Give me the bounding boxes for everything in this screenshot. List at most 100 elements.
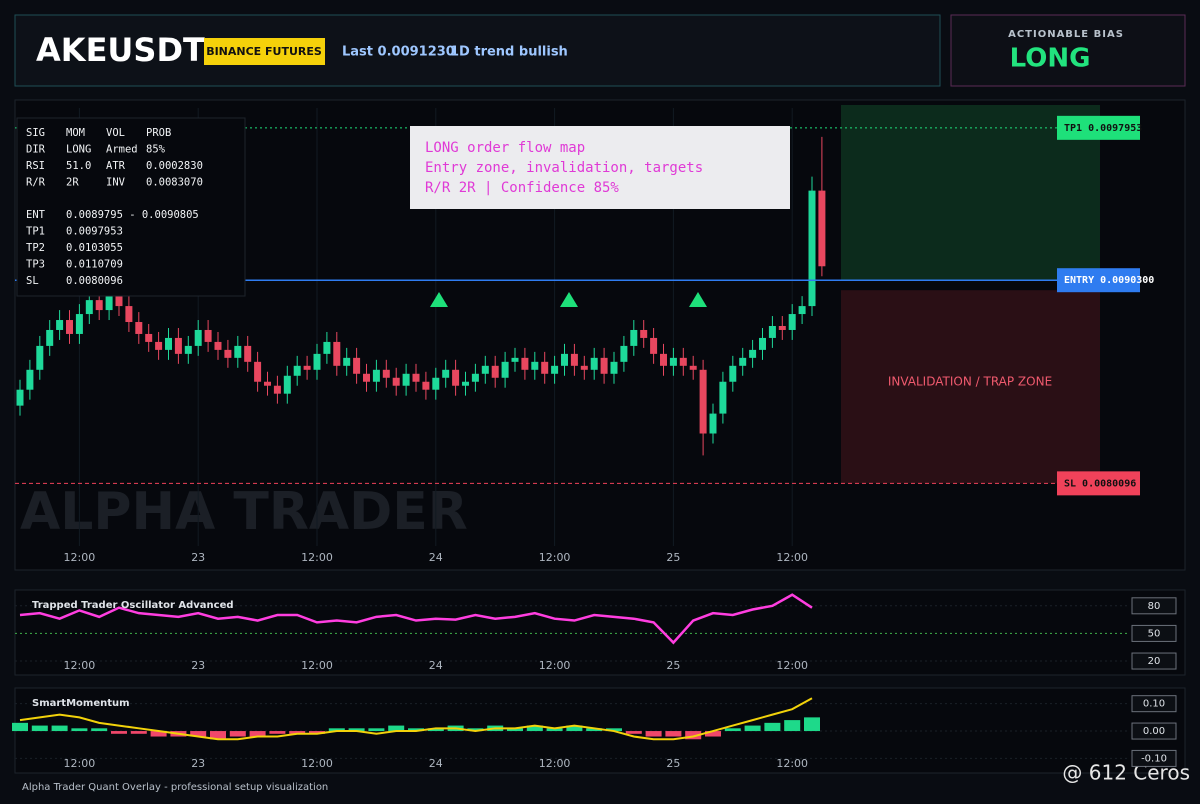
- osc-line: [19, 593, 813, 645]
- momentum-bar: [269, 731, 286, 734]
- momentum-bar: [130, 731, 147, 734]
- momentum-bar: [546, 728, 563, 732]
- candle-body: [768, 325, 776, 338]
- candle-body: [640, 329, 648, 338]
- candle-body: [313, 353, 321, 370]
- candle-body: [145, 333, 153, 342]
- candle-body: [541, 361, 549, 374]
- info-cell: SIG: [26, 127, 45, 139]
- candle-body: [630, 329, 638, 346]
- info-cell: RSI: [26, 160, 45, 172]
- candle-body: [174, 337, 182, 354]
- candle-body: [323, 341, 331, 354]
- annotation-line: Entry zone, invalidation, targets: [425, 160, 703, 176]
- momentum-bar: [309, 731, 325, 734]
- momentum-bar: [685, 731, 702, 740]
- candle-body: [392, 377, 400, 386]
- trend: 1D trend bullish: [450, 45, 568, 60]
- y-tick-label: 0.10: [1143, 699, 1165, 710]
- candle-body: [244, 345, 252, 362]
- momentum-bar: [526, 725, 543, 732]
- info-cell: TP2: [26, 242, 45, 254]
- momentum-bar: [724, 728, 741, 732]
- y-tag: [1131, 722, 1177, 740]
- x-tick-label: 23: [191, 659, 205, 672]
- candle-body: [511, 357, 519, 362]
- momentum-bar: [408, 728, 424, 732]
- x-tick-label: 25: [666, 659, 680, 672]
- candle-body: [590, 357, 598, 370]
- x-tick-label: 12:00: [64, 551, 96, 564]
- info-cell: 2R: [66, 177, 79, 189]
- candle-body: [471, 373, 479, 382]
- momentum-bar: [31, 725, 48, 732]
- candle-body: [303, 365, 311, 370]
- x-tick-label: 24: [429, 757, 443, 770]
- y-tick-label: 0.00: [1143, 726, 1165, 737]
- candle-body: [363, 373, 370, 382]
- level-tag: [1057, 471, 1140, 496]
- bias-value: LONG: [1010, 44, 1091, 74]
- signal-arrow: [430, 292, 448, 307]
- candle-body: [679, 357, 687, 366]
- candle-body: [353, 357, 361, 374]
- annotation-line: R/R 2R | Confidence 85%: [425, 180, 619, 196]
- y-tick-label: 50: [1148, 628, 1161, 639]
- y-tick-label: 80: [1148, 601, 1161, 612]
- candle-body: [610, 361, 618, 374]
- level-tag: [1057, 115, 1140, 140]
- candle-body: [333, 341, 341, 366]
- momentum-bar: [249, 731, 266, 737]
- x-tick-label: 12:00: [539, 659, 571, 672]
- info-cell: 0.0002830: [146, 160, 203, 172]
- info-cell: LONG: [66, 144, 91, 156]
- info-cell: SL: [26, 275, 39, 287]
- momentum-bar: [804, 717, 820, 732]
- momentum-line: [19, 697, 813, 741]
- momentum-bar: [12, 722, 28, 732]
- candle-body: [194, 329, 202, 346]
- x-tick-label: 12:00: [776, 659, 808, 672]
- info-cell: 51.0: [66, 160, 91, 172]
- candle-body: [273, 385, 281, 394]
- candle-body: [462, 381, 469, 386]
- candle-body: [46, 329, 54, 346]
- x-tick-label: 12:00: [776, 551, 808, 564]
- info-cell: R/R: [26, 177, 46, 189]
- exchange-badge: [204, 38, 325, 65]
- panel-title: Trapped Trader Oscillator Advanced: [32, 600, 234, 611]
- momentum-bar: [507, 728, 523, 732]
- candle-body: [293, 365, 301, 376]
- y-tick-label: 20: [1148, 656, 1161, 667]
- info-cell: 0.0080096: [66, 275, 123, 287]
- candle-body: [699, 369, 707, 434]
- annotation-box: [410, 126, 790, 209]
- y-tag: [1131, 597, 1177, 615]
- candle-body: [481, 365, 489, 374]
- candle-body: [798, 306, 806, 315]
- momentum-bar: [645, 731, 662, 737]
- candle-body: [620, 345, 628, 362]
- candle-body: [521, 357, 529, 370]
- candle-body: [224, 349, 232, 358]
- candle-body: [372, 369, 380, 382]
- momentum-bar: [229, 731, 246, 737]
- candle-body: [283, 375, 291, 394]
- candle-body: [254, 361, 262, 382]
- info-cell: 0.0097953: [66, 226, 123, 238]
- candle-body: [580, 365, 588, 370]
- candle-body: [689, 365, 697, 370]
- info-cell: TP3: [26, 259, 45, 271]
- momentum-bar: [467, 728, 484, 732]
- info-cell: VOL: [106, 127, 125, 139]
- candle-body: [125, 306, 133, 323]
- zone-label: INVALIDATION / TRAP ZONE: [888, 375, 1052, 389]
- candle-body: [412, 373, 420, 382]
- info-cell: TP1: [26, 226, 45, 238]
- x-tick-label: 23: [191, 757, 205, 770]
- candle-body: [739, 357, 747, 366]
- info-cell: PROB: [146, 127, 171, 139]
- candle-body: [561, 353, 568, 366]
- x-tick-label: 25: [666, 757, 680, 770]
- candle-body: [135, 322, 143, 334]
